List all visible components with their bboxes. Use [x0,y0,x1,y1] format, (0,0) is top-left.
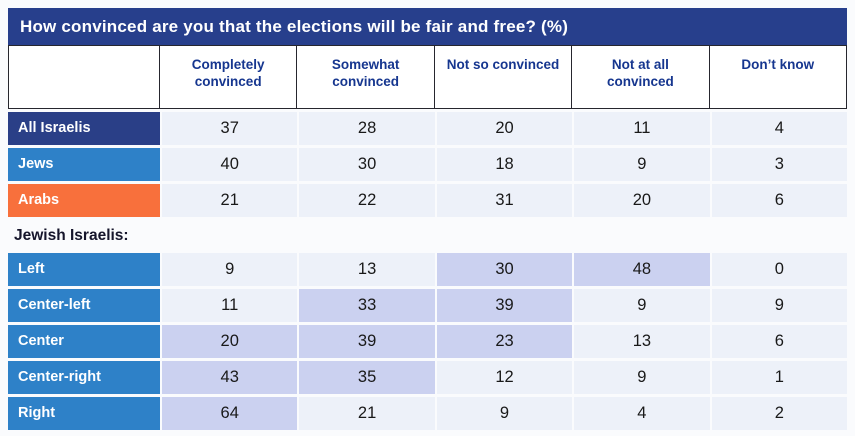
value-cell: 9 [572,289,710,322]
value-cell: 3 [709,148,847,181]
row-label: Right [8,397,160,430]
value-cell: 9 [572,148,710,181]
value-cell: 48 [572,253,710,286]
column-header: Not so convinced [434,45,573,109]
value-cell: 18 [434,148,573,181]
value-cell: 11 [572,112,710,145]
value-cell: 35 [297,361,435,394]
value-cell: 37 [160,112,298,145]
row-label: All Israelis [8,112,160,145]
results-grid: Completely convinced Somewhat convinced No… [8,45,847,430]
corner-header-cell [8,45,160,109]
row-label: Center-right [8,361,160,394]
value-cell: 43 [160,361,298,394]
value-cell: 9 [709,289,847,322]
row-label: Arabs [8,184,160,217]
column-header: Not at all convinced [572,45,710,109]
value-cell: 13 [572,325,710,358]
value-cell: 0 [709,253,847,286]
value-cell: 30 [434,253,573,286]
value-cell: 30 [297,148,435,181]
value-cell: 20 [160,325,298,358]
row-label: Left [8,253,160,286]
value-cell: 40 [160,148,298,181]
value-cell: 4 [709,112,847,145]
value-cell: 1 [709,361,847,394]
value-cell: 28 [297,112,435,145]
value-cell: 13 [297,253,435,286]
value-cell: 33 [297,289,435,322]
section-label: Jewish Israelis: [14,227,129,244]
value-cell: 9 [434,397,573,430]
value-cell: 39 [434,289,573,322]
column-header: Somewhat convinced [297,45,435,109]
column-header: Completely convinced [160,45,298,109]
value-cell: 20 [572,184,710,217]
value-cell: 23 [434,325,573,358]
value-cell: 4 [572,397,710,430]
row-label: Center [8,325,160,358]
value-cell: 20 [434,112,573,145]
value-cell: 9 [572,361,710,394]
value-cell: 22 [297,184,435,217]
value-cell: 6 [709,184,847,217]
value-cell: 12 [434,361,573,394]
value-cell: 21 [160,184,298,217]
value-cell: 21 [297,397,435,430]
value-cell: 31 [434,184,573,217]
row-label: Jews [8,148,160,181]
column-header: Don’t know [709,45,847,109]
value-cell: 11 [160,289,298,322]
value-cell: 9 [160,253,298,286]
survey-table: How convinced are you that the elections… [8,8,847,430]
row-label: Center-left [8,289,160,322]
value-cell: 64 [160,397,298,430]
value-cell: 6 [709,325,847,358]
value-cell: 2 [709,397,847,430]
table-title: How convinced are you that the elections… [8,8,847,45]
value-cell: 39 [297,325,435,358]
